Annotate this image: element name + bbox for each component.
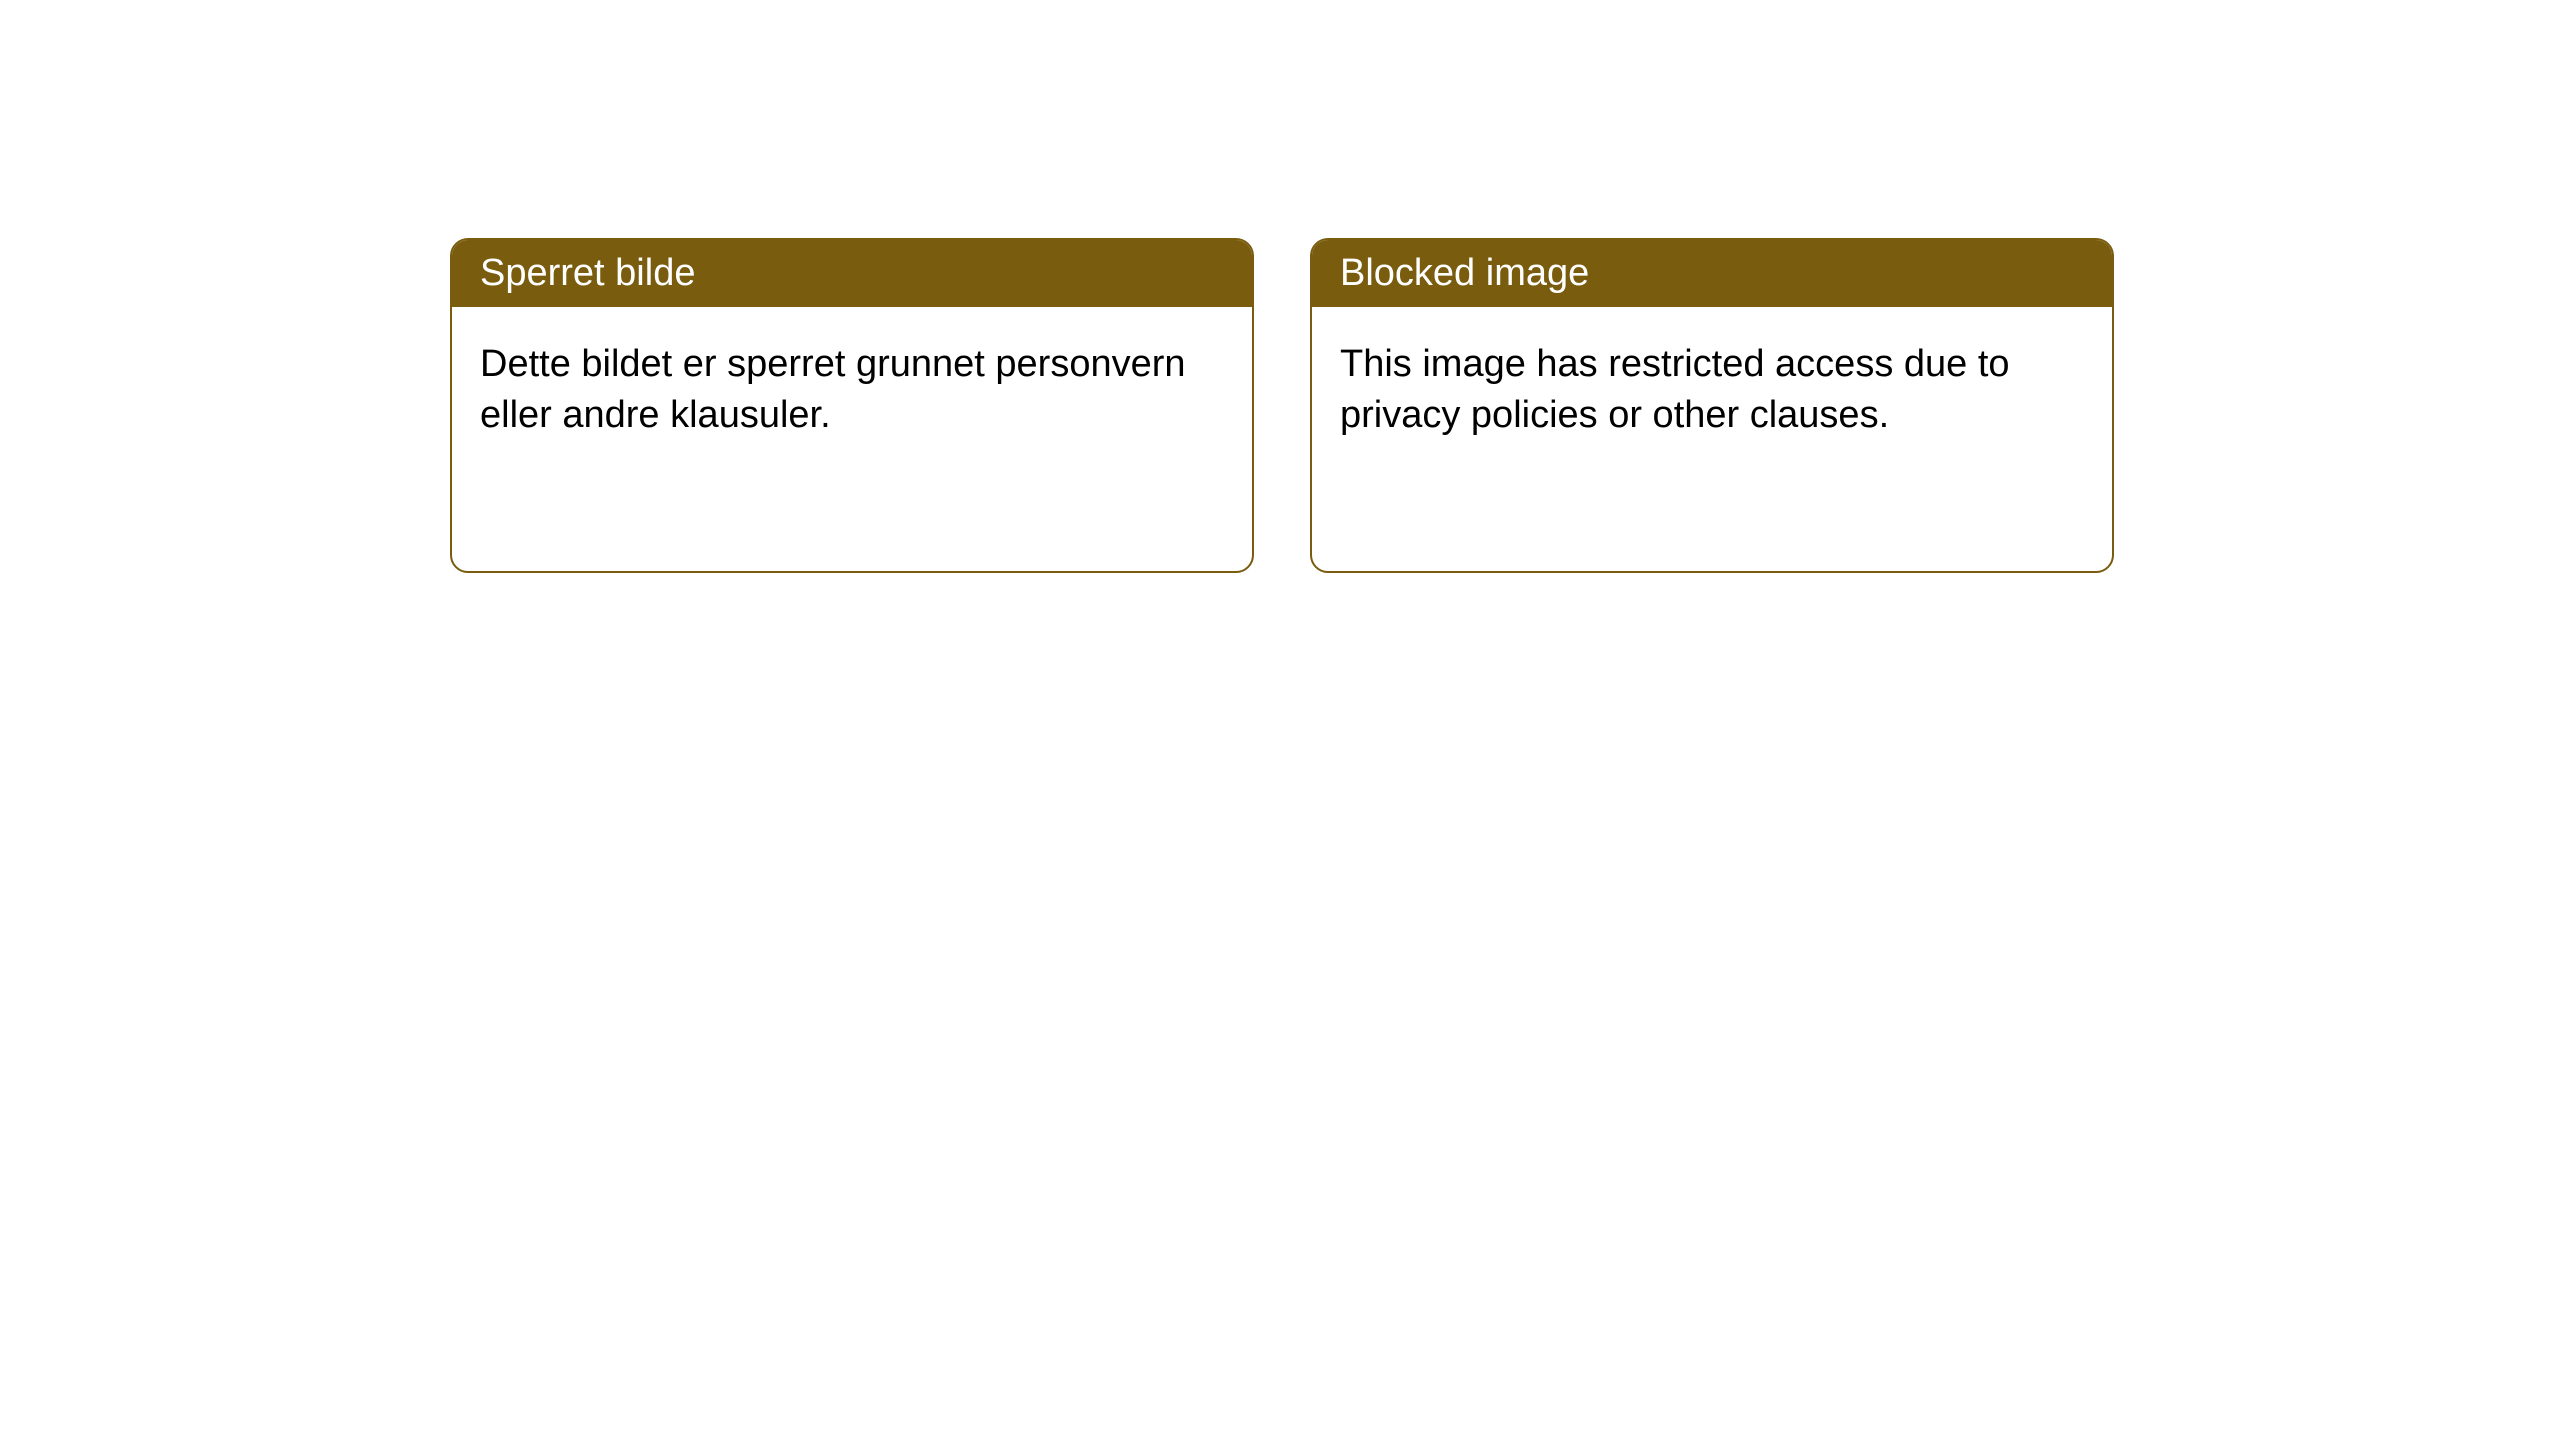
notice-header: Sperret bilde <box>452 240 1252 307</box>
notice-title: Blocked image <box>1340 252 1589 294</box>
notice-message: This image has restricted access due to … <box>1340 343 2010 436</box>
notice-card-norwegian: Sperret bilde Dette bildet er sperret gr… <box>450 238 1254 573</box>
notice-message: Dette bildet er sperret grunnet personve… <box>480 343 1186 436</box>
notice-body: This image has restricted access due to … <box>1312 307 2112 474</box>
notice-body: Dette bildet er sperret grunnet personve… <box>452 307 1252 474</box>
notice-title: Sperret bilde <box>480 252 695 294</box>
notice-header: Blocked image <box>1312 240 2112 307</box>
notice-container: Sperret bilde Dette bildet er sperret gr… <box>0 0 2560 573</box>
notice-card-english: Blocked image This image has restricted … <box>1310 238 2114 573</box>
